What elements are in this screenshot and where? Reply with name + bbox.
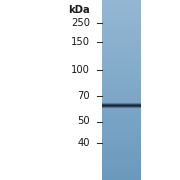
Text: 250: 250	[71, 18, 90, 28]
Text: 50: 50	[77, 116, 90, 127]
Text: 100: 100	[71, 65, 90, 75]
Text: 70: 70	[77, 91, 90, 101]
Text: kDa: kDa	[68, 5, 90, 15]
Text: 150: 150	[71, 37, 90, 47]
Text: 40: 40	[78, 138, 90, 148]
